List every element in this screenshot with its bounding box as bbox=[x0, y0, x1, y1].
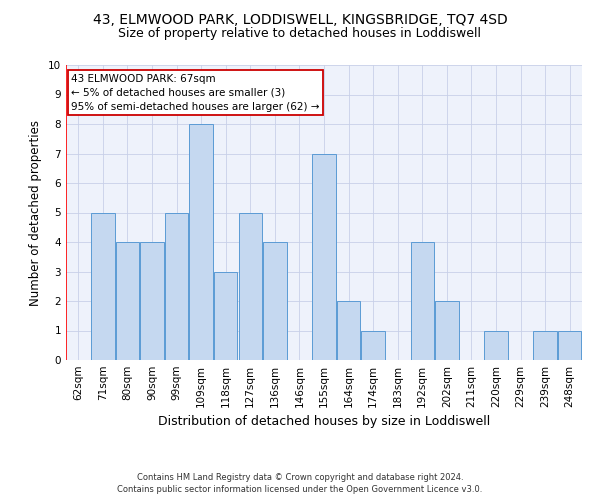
Bar bbox=[313, 154, 335, 360]
Text: Contains HM Land Registry data © Crown copyright and database right 2024.: Contains HM Land Registry data © Crown c… bbox=[137, 472, 463, 482]
Bar bbox=[533, 330, 557, 360]
Bar bbox=[91, 212, 115, 360]
Bar bbox=[484, 330, 508, 360]
Bar bbox=[337, 301, 360, 360]
Bar bbox=[558, 330, 581, 360]
Text: 43 ELMWOOD PARK: 67sqm
← 5% of detached houses are smaller (3)
95% of semi-detac: 43 ELMWOOD PARK: 67sqm ← 5% of detached … bbox=[71, 74, 320, 112]
Bar bbox=[165, 212, 188, 360]
Bar bbox=[140, 242, 164, 360]
Bar bbox=[410, 242, 434, 360]
Bar bbox=[361, 330, 385, 360]
X-axis label: Distribution of detached houses by size in Loddiswell: Distribution of detached houses by size … bbox=[158, 416, 490, 428]
Text: Contains public sector information licensed under the Open Government Licence v3: Contains public sector information licen… bbox=[118, 485, 482, 494]
Bar bbox=[239, 212, 262, 360]
Bar bbox=[190, 124, 213, 360]
Bar bbox=[435, 301, 458, 360]
Text: Size of property relative to detached houses in Loddiswell: Size of property relative to detached ho… bbox=[119, 28, 482, 40]
Y-axis label: Number of detached properties: Number of detached properties bbox=[29, 120, 43, 306]
Bar bbox=[263, 242, 287, 360]
Bar bbox=[214, 272, 238, 360]
Text: 43, ELMWOOD PARK, LODDISWELL, KINGSBRIDGE, TQ7 4SD: 43, ELMWOOD PARK, LODDISWELL, KINGSBRIDG… bbox=[92, 12, 508, 26]
Bar bbox=[116, 242, 139, 360]
